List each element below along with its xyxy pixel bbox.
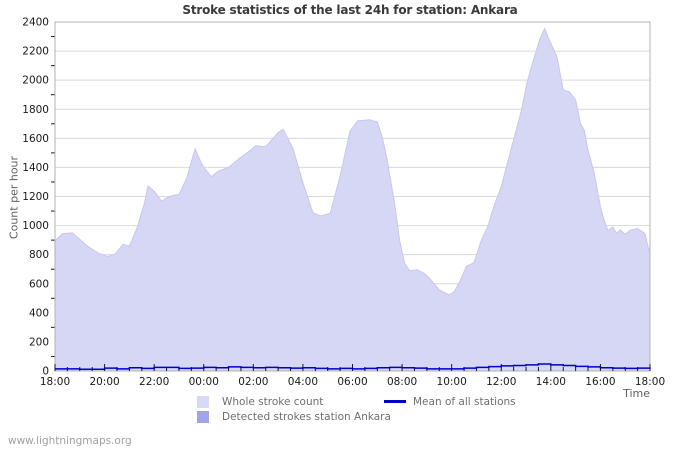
svg-text:22:00: 22:00: [139, 376, 169, 388]
svg-text:1000: 1000: [22, 220, 49, 232]
svg-text:16:00: 16:00: [585, 376, 615, 388]
svg-text:2400: 2400: [22, 17, 49, 29]
svg-text:20:00: 20:00: [89, 376, 119, 388]
svg-text:18:00: 18:00: [635, 376, 665, 388]
svg-text:600: 600: [29, 278, 49, 290]
svg-text:04:00: 04:00: [288, 376, 318, 388]
svg-text:06:00: 06:00: [337, 376, 367, 388]
watermark-link[interactable]: www.lightningmaps.org: [8, 435, 132, 447]
legend-label-mean-of-all-stations: Mean of all stations: [413, 396, 516, 408]
svg-text:1800: 1800: [22, 104, 49, 116]
svg-text:0: 0: [42, 366, 49, 378]
svg-text:200: 200: [29, 336, 49, 348]
svg-text:14:00: 14:00: [536, 376, 566, 388]
svg-text:1400: 1400: [22, 162, 49, 174]
svg-text:1200: 1200: [22, 191, 49, 203]
legend-label-whole-stroke-count: Whole stroke count: [222, 396, 324, 408]
legend-line-mean-of-all-stations: [384, 400, 406, 403]
svg-text:18:00: 18:00: [40, 376, 70, 388]
x-axis-title: Time: [623, 387, 650, 400]
svg-text:2000: 2000: [22, 75, 49, 87]
svg-text:800: 800: [29, 249, 49, 261]
svg-text:1600: 1600: [22, 133, 49, 145]
chart-title: Stroke statistics of the last 24h for st…: [182, 3, 518, 17]
svg-text:2200: 2200: [22, 46, 49, 58]
svg-text:12:00: 12:00: [486, 376, 516, 388]
svg-text:10:00: 10:00: [437, 376, 467, 388]
y-axis-title: Count per hour: [7, 155, 21, 240]
svg-text:02:00: 02:00: [238, 376, 268, 388]
legend-swatch-detected-strokes: [197, 411, 209, 423]
legend-label-detected-strokes: Detected strokes station Ankara: [222, 411, 391, 423]
svg-text:400: 400: [29, 307, 49, 319]
svg-text:08:00: 08:00: [387, 376, 417, 388]
legend-swatch-whole-stroke-count: [197, 396, 209, 408]
svg-text:00:00: 00:00: [189, 376, 219, 388]
